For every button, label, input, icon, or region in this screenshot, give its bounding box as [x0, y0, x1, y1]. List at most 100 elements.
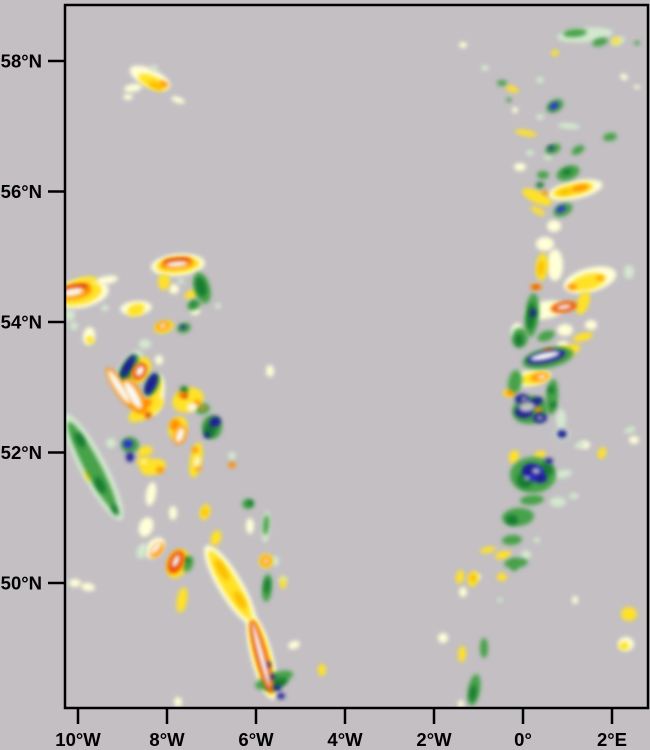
- field-blob-palegreen: [624, 426, 636, 434]
- field-blob-cream: [536, 237, 554, 251]
- field-blob-green: [507, 370, 523, 394]
- field-blob-navy: [204, 432, 210, 438]
- field-blob-green: [504, 557, 528, 569]
- field-blob-gold: [558, 188, 572, 196]
- field-blob-navy: [277, 693, 285, 699]
- field-blob-green: [537, 171, 549, 179]
- x-axis-tick-label: 2°W: [416, 729, 452, 750]
- field-blob-dkgreen: [550, 401, 556, 409]
- field-blob-navy: [209, 416, 221, 428]
- x-axis-tick-label: 10°W: [55, 729, 101, 750]
- field-blob-navy: [548, 146, 554, 150]
- field-blob-dkgreen: [506, 515, 518, 525]
- field-blob-blue: [549, 102, 559, 110]
- field-blob-cream: [438, 633, 448, 643]
- field-blob-white: [251, 622, 271, 688]
- field-blob-cream: [288, 640, 300, 650]
- field-blob-palegreen: [106, 438, 116, 448]
- field-layer-group: [65, 27, 640, 708]
- field-blob-cream: [174, 697, 182, 707]
- field-blob-green: [506, 98, 512, 102]
- field-blob-cream: [155, 355, 163, 365]
- field-blob-dkgreen: [562, 168, 572, 176]
- field-blob-cream: [620, 73, 628, 81]
- field-blob-navy: [126, 452, 134, 462]
- field-blob-orange: [541, 190, 549, 196]
- field-blob-cream: [459, 587, 467, 597]
- field-blob-navy: [273, 685, 281, 691]
- field-blob-cream: [96, 275, 118, 285]
- field-blob-cream: [246, 518, 254, 534]
- field-blob-yellow: [515, 129, 537, 137]
- field-blob-palegreen: [271, 556, 279, 566]
- field-blob-yellow: [455, 570, 465, 584]
- field-blob-palegreen: [136, 543, 148, 559]
- x-axis-tick-label: 0°: [514, 729, 532, 750]
- field-blob-palegreen: [624, 265, 634, 279]
- field-blob-palegreen: [215, 303, 221, 309]
- field-blob-green: [480, 638, 488, 658]
- field-blob-navy: [535, 473, 547, 483]
- field-blob-white: [150, 541, 162, 555]
- field-blob-dkgreen: [190, 301, 196, 307]
- y-axis-tick-label: 52°N: [1, 442, 42, 463]
- field-blob-dkgreen: [515, 334, 523, 346]
- field-blob-cream: [629, 436, 639, 444]
- field-blob-navy: [557, 430, 567, 438]
- field-blob-yellow: [497, 573, 507, 581]
- field-blob-palegreen: [574, 441, 586, 449]
- field-blob-palegreen: [536, 77, 544, 83]
- field-blob-yellow: [573, 332, 593, 342]
- field-blob-yellow: [621, 607, 637, 621]
- field-blob-dkgreen: [264, 578, 270, 594]
- field-blob-white: [171, 554, 181, 568]
- field-blob-green: [571, 145, 585, 155]
- field-blob-cream: [171, 96, 185, 104]
- field-blob-palegreen: [228, 452, 236, 460]
- field-blob-orange: [192, 447, 198, 453]
- field-blob-orange: [571, 184, 589, 192]
- field-blob-dkgreen: [469, 685, 477, 701]
- field-blob-green: [634, 41, 640, 45]
- map-frame: [63, 3, 650, 710]
- field-blob-gold: [148, 81, 164, 91]
- field-blob-palegreen: [70, 322, 78, 330]
- field-blob-cream: [124, 83, 142, 93]
- field-blob-palegreen: [481, 65, 489, 71]
- field-blob-dkgreen: [548, 386, 554, 394]
- field-blob-yellow: [128, 397, 164, 423]
- field-blob-red: [182, 393, 188, 399]
- field-blob-yellow: [158, 274, 170, 290]
- field-blob-yellow: [522, 188, 552, 206]
- field-blob-cream: [512, 107, 518, 113]
- field-blob-cream: [169, 506, 177, 520]
- field-blob-white: [175, 427, 185, 443]
- field-blob-orange: [200, 406, 206, 410]
- field-blob-white: [166, 260, 188, 268]
- field-blob-palegreen: [536, 114, 544, 120]
- field-blob-green: [592, 37, 608, 47]
- field-blob-gray: [537, 416, 543, 420]
- field-blob-dkgreen: [536, 182, 544, 188]
- field-blob-palegreen: [101, 305, 109, 311]
- field-blob-green: [502, 534, 522, 546]
- field-blob-orange: [159, 80, 169, 88]
- field-blob-cream: [458, 700, 464, 708]
- field-blob-orange: [596, 276, 604, 280]
- field-blob-navy: [269, 674, 275, 680]
- field-blob-orange: [567, 284, 577, 290]
- field-blob-navy: [530, 309, 536, 317]
- field-blob-gray: [524, 476, 530, 480]
- field-blob-cream: [634, 85, 640, 89]
- field-blob-white: [556, 304, 572, 310]
- field-blob-dkgreen: [94, 476, 106, 494]
- field-blob-blue: [556, 205, 566, 213]
- field-blob-yellow: [619, 642, 629, 650]
- field-blob-white: [135, 365, 145, 377]
- field-blob-palegreen: [554, 469, 572, 479]
- x-axis-tick-label: 4°W: [327, 729, 363, 750]
- field-blob-cream: [514, 163, 526, 171]
- field-blob-palegreen: [65, 309, 75, 321]
- field-blob-palegreen: [550, 497, 566, 507]
